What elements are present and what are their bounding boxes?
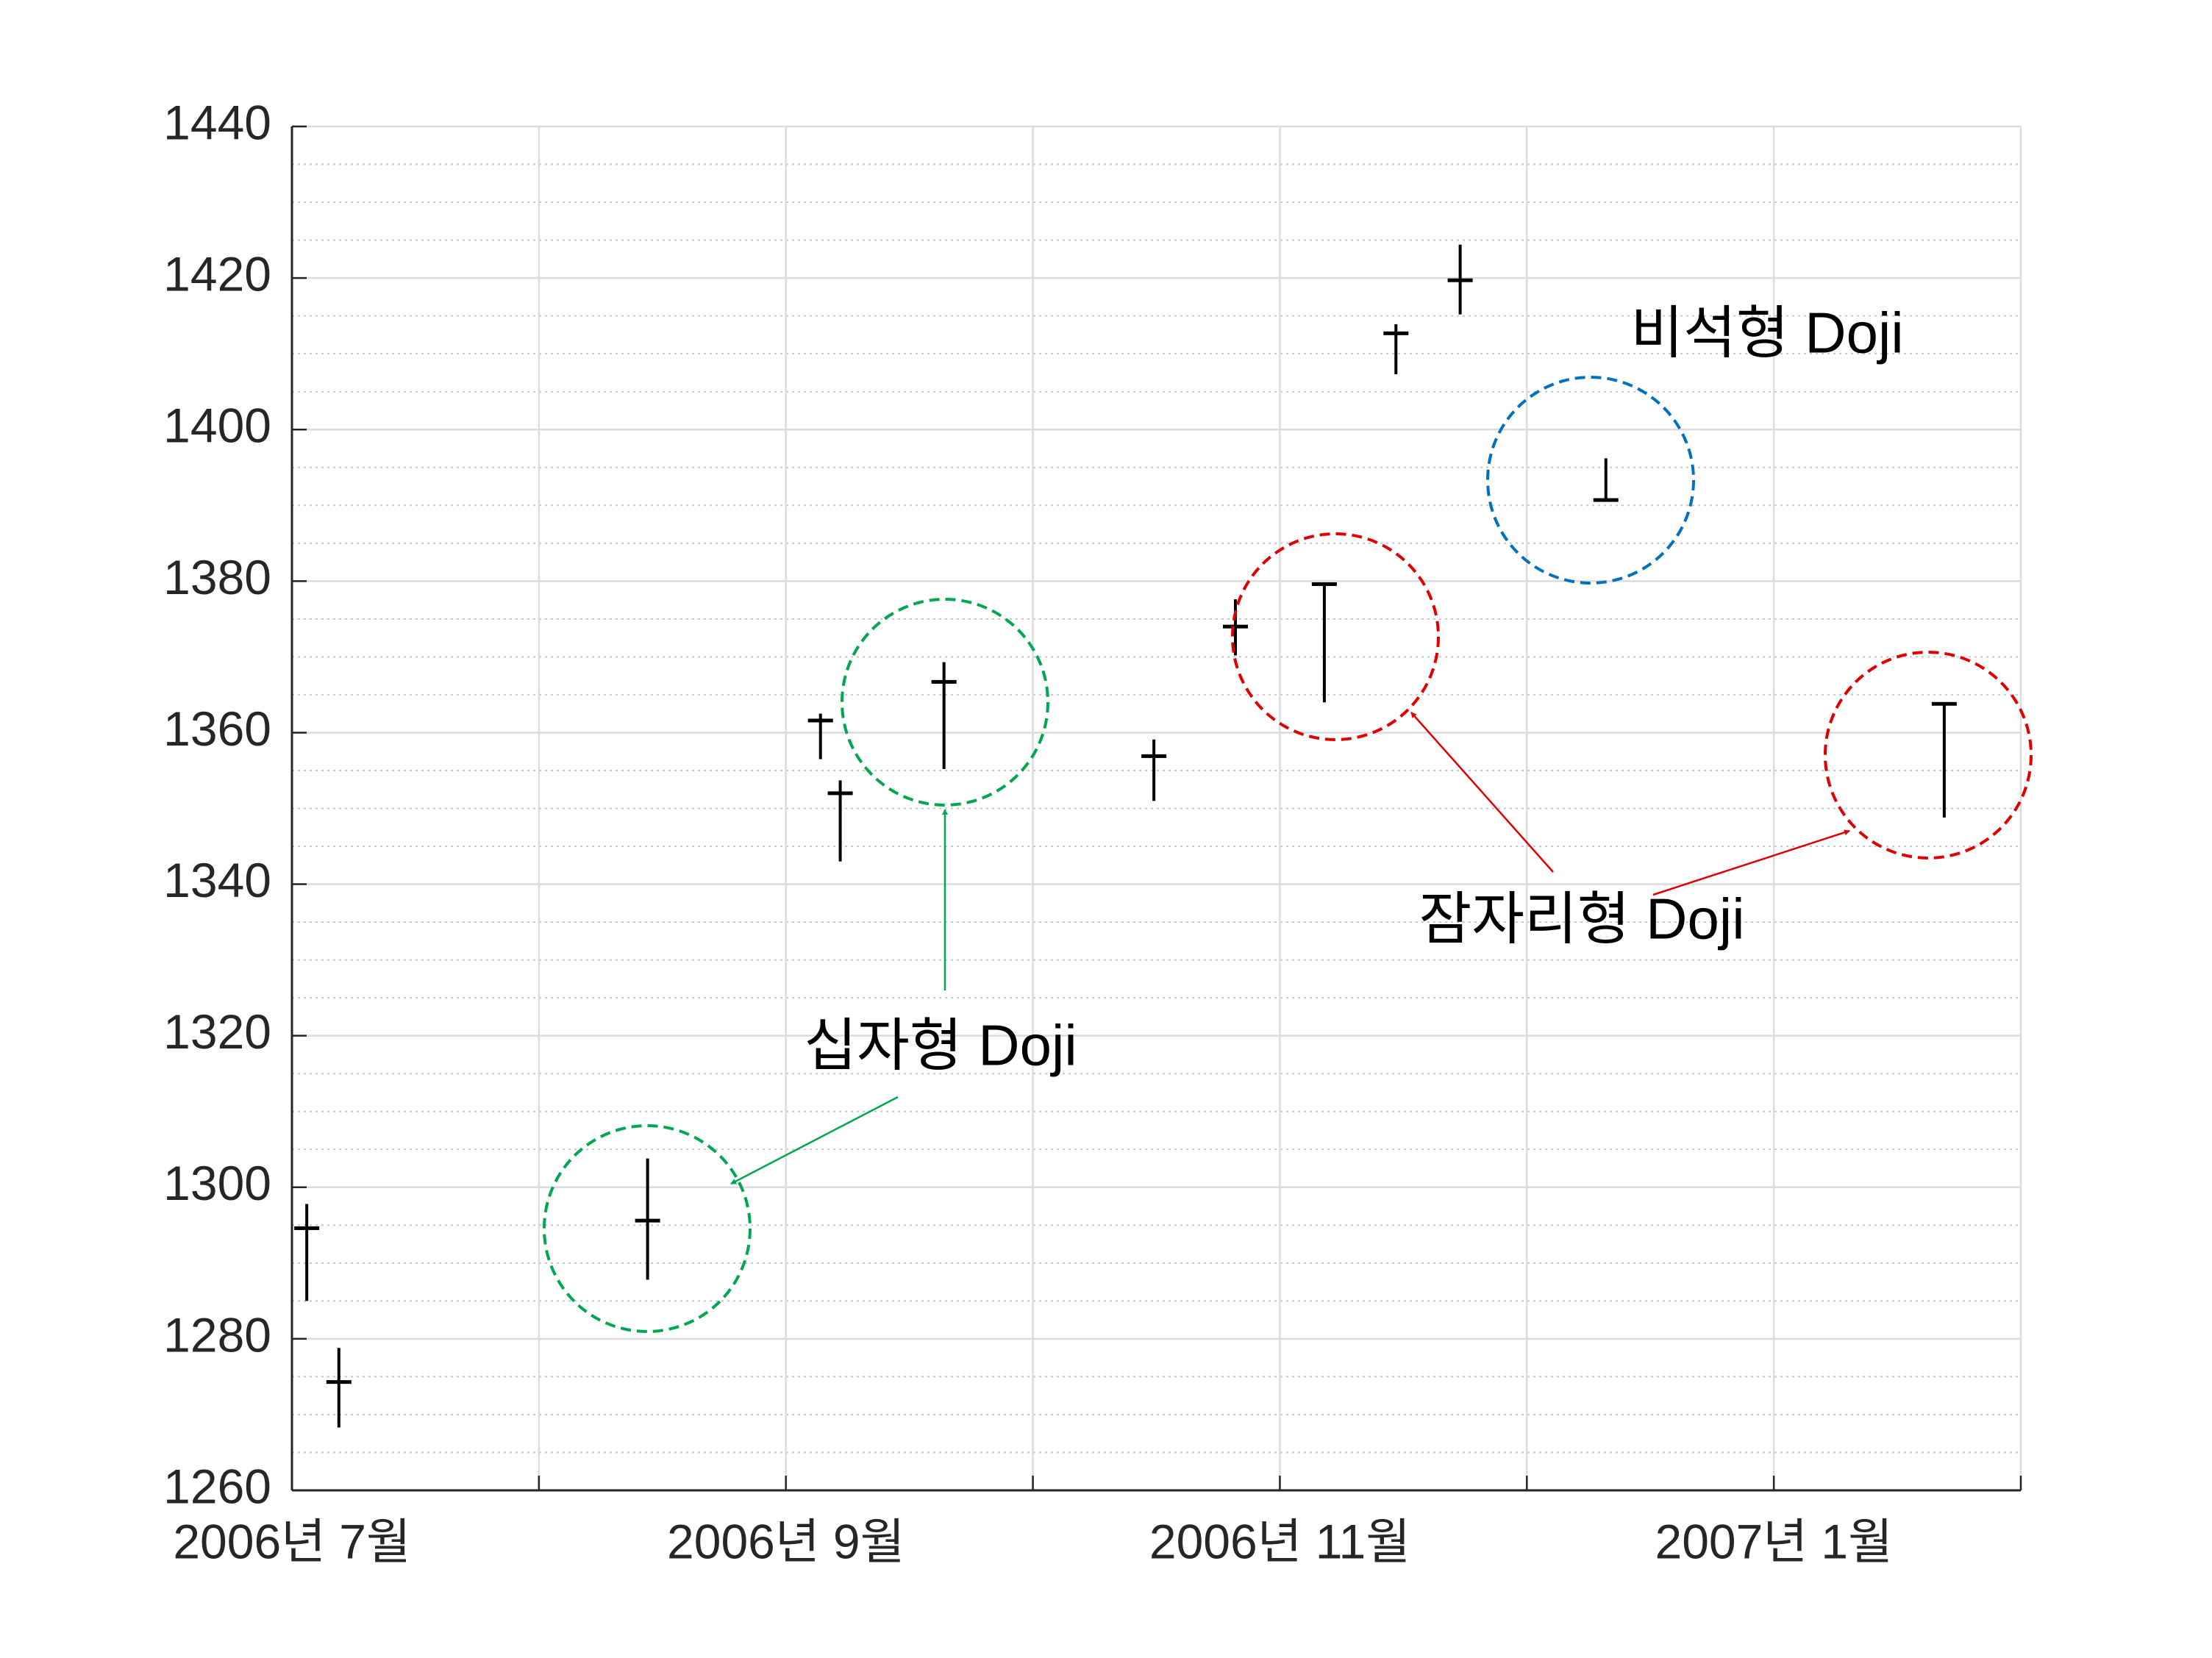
annotation-circle bbox=[543, 1124, 752, 1333]
body bbox=[807, 718, 833, 723]
x-tick-label: 2006년 11월 bbox=[1149, 1514, 1410, 1568]
y-tick-label: 1400 bbox=[163, 399, 271, 453]
body bbox=[1593, 498, 1619, 502]
y-tick-label: 1300 bbox=[163, 1156, 271, 1210]
body bbox=[326, 1380, 352, 1384]
y-tick-label: 1280 bbox=[163, 1307, 271, 1362]
body bbox=[1447, 278, 1473, 282]
y-tick-label: 1340 bbox=[163, 853, 271, 907]
y-tick-label: 1380 bbox=[163, 550, 271, 604]
arrow bbox=[730, 1096, 899, 1185]
annotation-text: 십자형 Doji bbox=[804, 1013, 1077, 1078]
y-tick-label: 1260 bbox=[163, 1459, 271, 1513]
x-tick-label: 2006년 9월 bbox=[667, 1514, 905, 1568]
body bbox=[294, 1226, 320, 1230]
annotations bbox=[543, 376, 2033, 1333]
y-tick-label: 1420 bbox=[163, 247, 271, 301]
y-tick-label: 1360 bbox=[163, 701, 271, 756]
y-tick-label: 1440 bbox=[163, 95, 271, 149]
annotation-text: 비석형 Doji bbox=[1630, 301, 1903, 365]
body bbox=[635, 1218, 660, 1223]
annotation-circle bbox=[1824, 651, 2033, 860]
body bbox=[1931, 701, 1957, 706]
annotation-arrows bbox=[730, 712, 1850, 1185]
annotation-circle bbox=[1486, 376, 1695, 585]
body bbox=[1141, 754, 1167, 758]
body bbox=[1383, 331, 1409, 335]
body bbox=[931, 679, 957, 684]
x-tick-label: 2007년 1월 bbox=[1655, 1514, 1892, 1568]
grid: 1260 1280 1300 1320 1340 1360 1380 1400 1420 1440… bbox=[163, 95, 2022, 1568]
body bbox=[827, 791, 853, 796]
annotation-circle bbox=[1231, 532, 1440, 741]
candles bbox=[294, 244, 1957, 1428]
body bbox=[1311, 582, 1337, 586]
arrow bbox=[1652, 829, 1850, 896]
body bbox=[1222, 624, 1248, 629]
annotation-text: 잠자리형 Doji bbox=[1419, 887, 1744, 951]
y-tick-label: 1320 bbox=[163, 1004, 271, 1059]
x-tick-label: 2006년 7월 bbox=[173, 1514, 410, 1568]
arrow bbox=[1410, 712, 1554, 873]
annotation-circle bbox=[841, 598, 1049, 807]
